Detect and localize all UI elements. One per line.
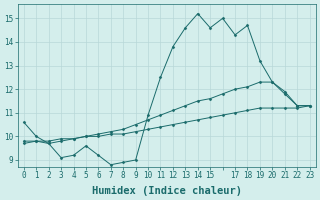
X-axis label: Humidex (Indice chaleur): Humidex (Indice chaleur) [92, 186, 242, 196]
